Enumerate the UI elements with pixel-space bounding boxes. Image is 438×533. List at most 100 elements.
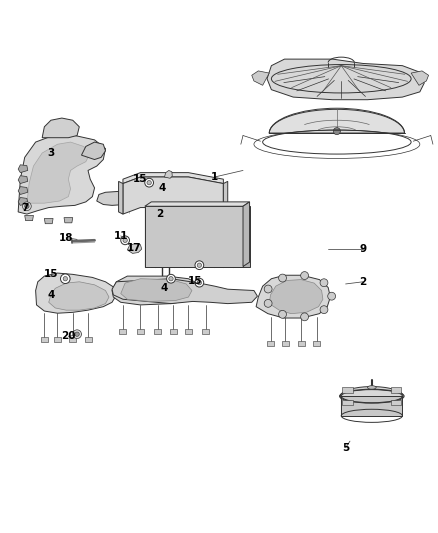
Text: 15: 15 — [44, 269, 58, 279]
Circle shape — [121, 236, 130, 245]
Polygon shape — [164, 171, 172, 179]
Polygon shape — [343, 387, 353, 393]
Circle shape — [75, 332, 79, 336]
Polygon shape — [42, 118, 79, 138]
Polygon shape — [41, 337, 48, 343]
Polygon shape — [269, 109, 405, 133]
Polygon shape — [267, 59, 424, 100]
Polygon shape — [54, 337, 61, 343]
Polygon shape — [411, 71, 428, 85]
Circle shape — [22, 202, 31, 211]
Polygon shape — [25, 215, 33, 221]
Polygon shape — [18, 135, 106, 214]
Circle shape — [166, 274, 175, 283]
Polygon shape — [18, 187, 28, 195]
Polygon shape — [18, 198, 28, 205]
Circle shape — [145, 179, 153, 187]
Text: 9: 9 — [360, 244, 367, 254]
Circle shape — [60, 274, 70, 284]
Polygon shape — [120, 329, 127, 334]
Polygon shape — [18, 165, 28, 173]
Polygon shape — [64, 217, 73, 223]
Text: 20: 20 — [61, 332, 76, 341]
Polygon shape — [343, 400, 353, 405]
Polygon shape — [269, 280, 323, 313]
Polygon shape — [282, 341, 289, 346]
Polygon shape — [169, 189, 208, 211]
Polygon shape — [121, 279, 192, 302]
Polygon shape — [145, 206, 243, 266]
Circle shape — [195, 261, 204, 270]
Text: 4: 4 — [161, 284, 168, 293]
Polygon shape — [170, 329, 177, 334]
Polygon shape — [202, 329, 209, 334]
Ellipse shape — [367, 386, 376, 389]
Polygon shape — [185, 329, 192, 334]
Polygon shape — [44, 219, 53, 224]
Polygon shape — [340, 386, 403, 416]
Polygon shape — [256, 275, 330, 318]
Polygon shape — [69, 337, 76, 343]
Text: 3: 3 — [47, 148, 54, 158]
Polygon shape — [27, 142, 90, 203]
Polygon shape — [173, 179, 181, 190]
Polygon shape — [252, 71, 269, 85]
Polygon shape — [243, 202, 250, 266]
Polygon shape — [313, 341, 320, 346]
Polygon shape — [49, 282, 109, 310]
Polygon shape — [391, 387, 401, 393]
Text: 2: 2 — [360, 277, 367, 287]
Circle shape — [63, 277, 67, 281]
Circle shape — [328, 292, 336, 300]
Circle shape — [264, 300, 272, 308]
Circle shape — [123, 238, 127, 243]
Polygon shape — [85, 337, 92, 343]
Text: 18: 18 — [59, 233, 74, 243]
Polygon shape — [123, 177, 223, 214]
Circle shape — [264, 285, 272, 293]
Circle shape — [333, 128, 340, 135]
Polygon shape — [123, 173, 223, 183]
Circle shape — [195, 278, 204, 287]
Circle shape — [300, 313, 308, 321]
Polygon shape — [151, 206, 250, 266]
Polygon shape — [18, 176, 28, 183]
Circle shape — [73, 330, 81, 338]
Polygon shape — [137, 329, 144, 334]
Circle shape — [320, 279, 328, 287]
Circle shape — [147, 181, 151, 185]
Circle shape — [169, 277, 173, 281]
Polygon shape — [341, 396, 403, 416]
Text: 5: 5 — [342, 443, 349, 453]
Polygon shape — [35, 273, 117, 313]
Circle shape — [197, 280, 201, 285]
Circle shape — [25, 204, 29, 208]
Polygon shape — [154, 329, 161, 334]
Polygon shape — [391, 400, 401, 405]
Polygon shape — [297, 341, 304, 346]
Polygon shape — [112, 279, 258, 304]
Polygon shape — [97, 191, 136, 205]
Circle shape — [197, 263, 201, 268]
Circle shape — [279, 310, 286, 318]
Polygon shape — [151, 205, 166, 215]
Text: 15: 15 — [188, 276, 202, 286]
Polygon shape — [119, 181, 123, 214]
Circle shape — [279, 274, 286, 282]
Text: 1: 1 — [211, 172, 218, 182]
Text: 4: 4 — [159, 183, 166, 193]
Text: 15: 15 — [133, 174, 148, 184]
Polygon shape — [145, 202, 250, 206]
Text: 11: 11 — [113, 231, 128, 241]
Polygon shape — [127, 244, 142, 253]
Polygon shape — [81, 142, 106, 159]
Text: 7: 7 — [21, 203, 28, 213]
Polygon shape — [223, 181, 228, 214]
Text: 4: 4 — [47, 290, 55, 300]
Text: 17: 17 — [127, 243, 141, 253]
Text: 2: 2 — [156, 209, 164, 219]
Circle shape — [300, 272, 308, 279]
Circle shape — [320, 306, 328, 313]
Polygon shape — [112, 276, 199, 305]
Polygon shape — [267, 341, 274, 346]
